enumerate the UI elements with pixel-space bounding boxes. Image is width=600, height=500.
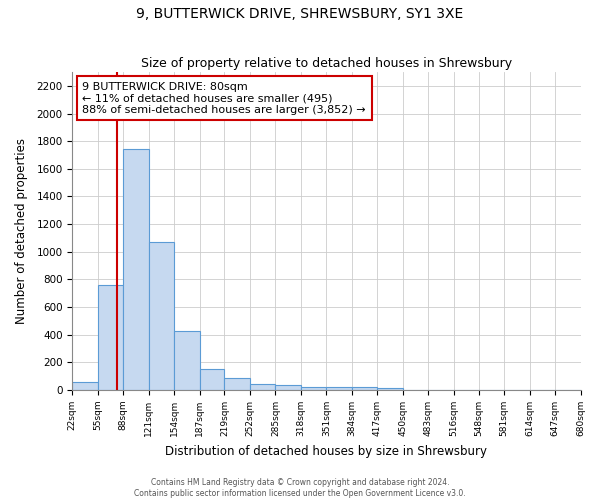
Bar xyxy=(377,388,403,390)
Bar xyxy=(326,388,352,390)
Text: 9 BUTTERWICK DRIVE: 80sqm
← 11% of detached houses are smaller (495)
88% of semi: 9 BUTTERWICK DRIVE: 80sqm ← 11% of detac… xyxy=(82,82,366,115)
Bar xyxy=(352,388,377,390)
Bar xyxy=(275,385,301,390)
Bar xyxy=(98,285,123,390)
Title: Size of property relative to detached houses in Shrewsbury: Size of property relative to detached ho… xyxy=(141,56,512,70)
Text: 9, BUTTERWICK DRIVE, SHREWSBURY, SY1 3XE: 9, BUTTERWICK DRIVE, SHREWSBURY, SY1 3XE xyxy=(136,8,464,22)
Bar xyxy=(174,330,200,390)
Text: Contains HM Land Registry data © Crown copyright and database right 2024.
Contai: Contains HM Land Registry data © Crown c… xyxy=(134,478,466,498)
Y-axis label: Number of detached properties: Number of detached properties xyxy=(15,138,28,324)
Bar xyxy=(301,386,326,390)
Bar xyxy=(224,378,250,390)
Bar xyxy=(149,242,174,390)
X-axis label: Distribution of detached houses by size in Shrewsbury: Distribution of detached houses by size … xyxy=(166,444,487,458)
Bar xyxy=(200,368,224,390)
Bar xyxy=(73,382,98,390)
Bar xyxy=(123,150,149,390)
Bar xyxy=(250,384,275,390)
